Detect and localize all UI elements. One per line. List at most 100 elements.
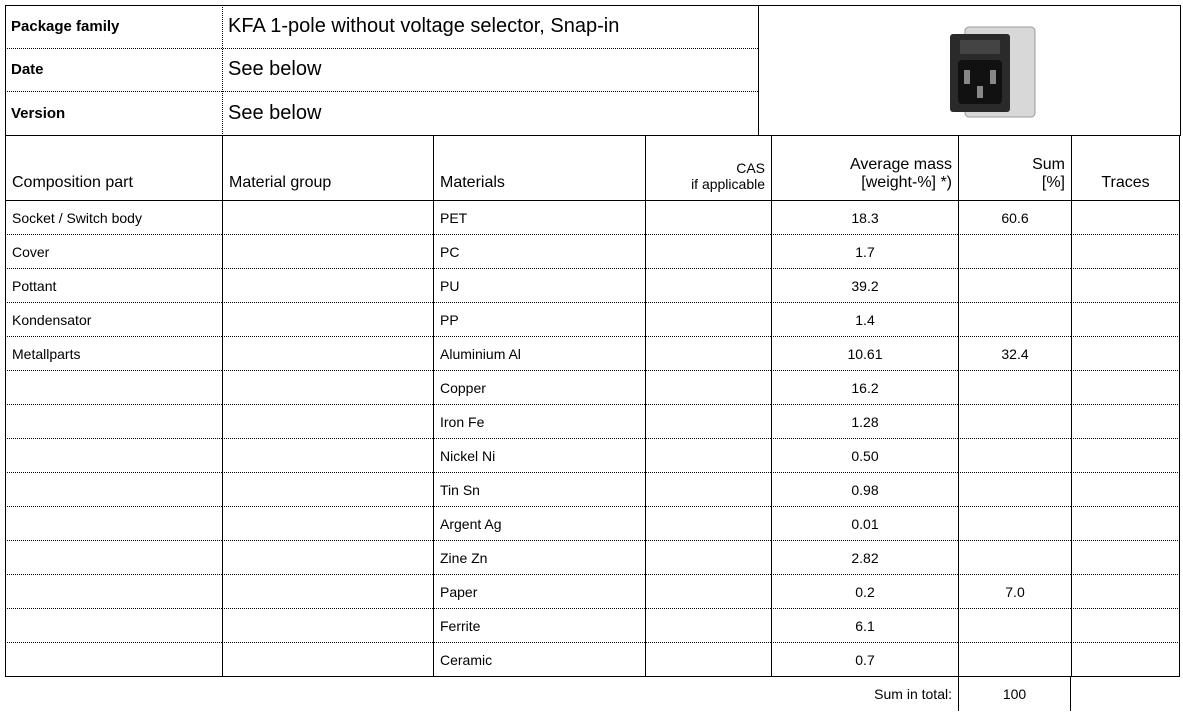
- table-cell: [645, 507, 771, 541]
- table-cell: [222, 541, 433, 575]
- table-cell: [645, 643, 771, 677]
- table-cell: 0.01: [771, 507, 958, 541]
- table-cell: [645, 473, 771, 507]
- table-cell: [1071, 541, 1180, 575]
- table-cell: [645, 337, 771, 371]
- label: Date: [5, 48, 222, 91]
- table-cell: [222, 337, 433, 371]
- table-cell: 2.82: [771, 541, 958, 575]
- table-cell: [222, 575, 433, 609]
- table-cell: Zine Zn: [433, 541, 645, 575]
- table-cell: [645, 609, 771, 643]
- table-cell: [958, 269, 1071, 303]
- table-cell: 18.3: [771, 201, 958, 235]
- column-header: Materials: [433, 136, 645, 201]
- column-header: Average mass[weight-%] *): [771, 136, 958, 201]
- table-cell: [222, 643, 433, 677]
- table-cell: PU: [433, 269, 645, 303]
- table-cell: Ferrite: [433, 609, 645, 643]
- label: Package family: [5, 5, 222, 48]
- table-cell: [5, 371, 222, 405]
- table-cell: [222, 201, 433, 235]
- table-cell: [1071, 643, 1180, 677]
- table-cell: [1071, 269, 1180, 303]
- table-cell: [5, 609, 222, 643]
- table-cell: [222, 439, 433, 473]
- table-cell: [958, 405, 1071, 439]
- table-cell: 1.4: [771, 303, 958, 337]
- value: KFA 1-pole without voltage selector, Sna…: [222, 5, 758, 48]
- table-cell: [958, 235, 1071, 269]
- table-cell: [958, 507, 1071, 541]
- table-cell: Cover: [5, 235, 222, 269]
- table-cell: Ceramic: [433, 643, 645, 677]
- table-cell: [645, 269, 771, 303]
- header-line: if applicable: [691, 176, 765, 192]
- header-line: Sum: [1032, 156, 1065, 174]
- table-cell: [1071, 405, 1180, 439]
- table-cell: 16.2: [771, 371, 958, 405]
- table-cell: PP: [433, 303, 645, 337]
- table-cell: [5, 575, 222, 609]
- header-line: [%]: [1042, 174, 1065, 192]
- table-cell: [645, 201, 771, 235]
- table-cell: [222, 303, 433, 337]
- column-header: Composition part: [5, 136, 222, 201]
- table-cell: [958, 439, 1071, 473]
- header-line: Average mass: [850, 156, 952, 174]
- table-cell: 6.1: [771, 609, 958, 643]
- label: Version: [5, 91, 222, 136]
- table-cell: [958, 371, 1071, 405]
- table-cell: [1071, 371, 1180, 405]
- table-cell: [1071, 575, 1180, 609]
- header-line: [weight-%] *): [861, 174, 952, 192]
- table-cell: [1071, 337, 1180, 371]
- table-cell: 0.2: [771, 575, 958, 609]
- column-header: Traces: [1071, 136, 1180, 201]
- table-cell: [222, 235, 433, 269]
- value: See below: [222, 48, 758, 91]
- column-header: Material group: [222, 136, 433, 201]
- table-cell: [1071, 235, 1180, 269]
- table-cell: [958, 473, 1071, 507]
- table-cell: [222, 507, 433, 541]
- table-cell: 0.98: [771, 473, 958, 507]
- table-cell: [222, 473, 433, 507]
- table-cell: [5, 405, 222, 439]
- table-cell: 1.7: [771, 235, 958, 269]
- sum-label: Sum in total:: [771, 677, 958, 711]
- table-cell: 10.61: [771, 337, 958, 371]
- table-cell: [1071, 609, 1180, 643]
- table-cell: 39.2: [771, 269, 958, 303]
- table-cell: [5, 541, 222, 575]
- table-cell: Socket / Switch body: [5, 201, 222, 235]
- table-cell: 7.0: [958, 575, 1071, 609]
- value: See below: [222, 91, 758, 136]
- table-cell: [645, 405, 771, 439]
- table-cell: [645, 235, 771, 269]
- table-cell: 0.50: [771, 439, 958, 473]
- table-cell: [958, 541, 1071, 575]
- table-cell: [645, 371, 771, 405]
- table-cell: Tin Sn: [433, 473, 645, 507]
- table-cell: [645, 575, 771, 609]
- sum-value: 100: [958, 677, 1071, 711]
- table-cell: [1071, 507, 1180, 541]
- table-cell: [1071, 303, 1180, 337]
- table-cell: Nickel Ni: [433, 439, 645, 473]
- table-cell: PC: [433, 235, 645, 269]
- table-cell: [958, 303, 1071, 337]
- table-cell: Copper: [433, 371, 645, 405]
- table-cell: [645, 303, 771, 337]
- table-cell: [958, 609, 1071, 643]
- table-cell: [222, 405, 433, 439]
- header-line: CAS: [736, 160, 765, 176]
- table-cell: [222, 371, 433, 405]
- table-cell: Pottant: [5, 269, 222, 303]
- product-image: [940, 12, 1050, 127]
- table-cell: [1071, 473, 1180, 507]
- table-cell: 1.28: [771, 405, 958, 439]
- table-cell: [1071, 439, 1180, 473]
- column-header: Sum[%]: [958, 136, 1071, 201]
